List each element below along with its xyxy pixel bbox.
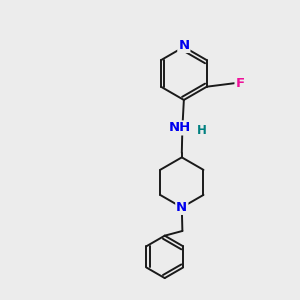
Text: NH: NH — [169, 122, 191, 134]
Text: F: F — [236, 77, 244, 90]
Text: N: N — [176, 201, 188, 214]
Text: H: H — [196, 124, 206, 137]
Text: N: N — [178, 39, 189, 52]
